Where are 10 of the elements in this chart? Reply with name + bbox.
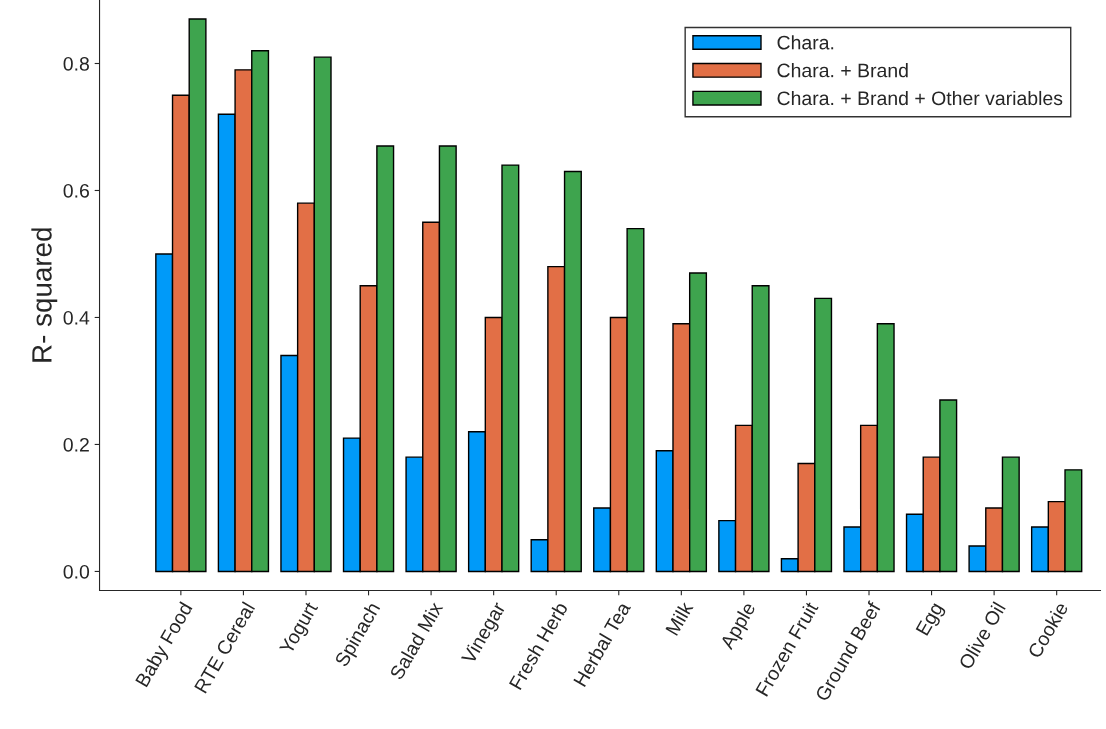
legend-label: Chara. [777,35,834,50]
y-axis-title: R- squared [31,228,58,362]
legend-label: Chara. + Brand + Other variables [777,90,1063,106]
x-tick-label: Egg [915,601,947,638]
y-tick-label: 0.8 [63,56,89,71]
y-tick-label: 0.0 [63,564,90,579]
y-tick-label: 0.6 [63,183,89,198]
y-tick-label: 0.2 [63,437,89,452]
legend-label: Chara. + Brand [777,63,908,78]
y-tick-label: 0.4 [63,310,90,325]
